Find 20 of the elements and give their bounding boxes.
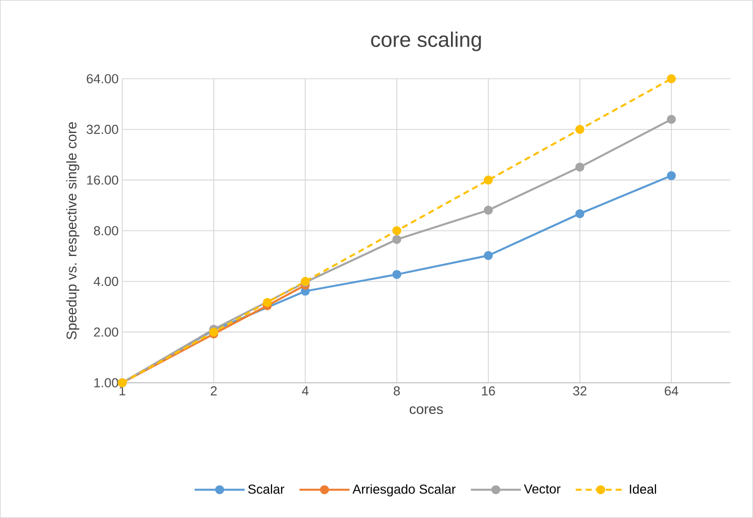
y-tick-label: 16.00 (87, 175, 118, 185)
legend-label: Arriesgado Scalar (352, 484, 456, 496)
x-tick-label: 64 (664, 386, 678, 396)
y-tick-label: 1.00 (94, 378, 118, 388)
x-tick-label: 2 (210, 386, 217, 396)
x-tick-label: 16 (482, 386, 495, 396)
chart-title: core scaling (371, 32, 481, 52)
legend-label: Vector (524, 484, 560, 494)
x-axis-title: cores (410, 406, 443, 414)
x-tick-label: 32 (573, 386, 586, 396)
y-tick-label: 8.00 (94, 226, 118, 236)
y-tick-label: 32.00 (86, 124, 118, 134)
y-tick-label: 4.00 (94, 276, 118, 286)
legend-label: Ideal (630, 484, 656, 494)
x-tick-label: 4 (302, 386, 309, 396)
y-axis-title: Speedup vs. respective single core (66, 122, 80, 340)
x-tick-label: 8 (394, 386, 400, 396)
y-tick-label: 2.00 (94, 327, 118, 337)
legend-label: Scalar (248, 484, 284, 494)
y-tick-label: 64.00 (86, 74, 118, 84)
